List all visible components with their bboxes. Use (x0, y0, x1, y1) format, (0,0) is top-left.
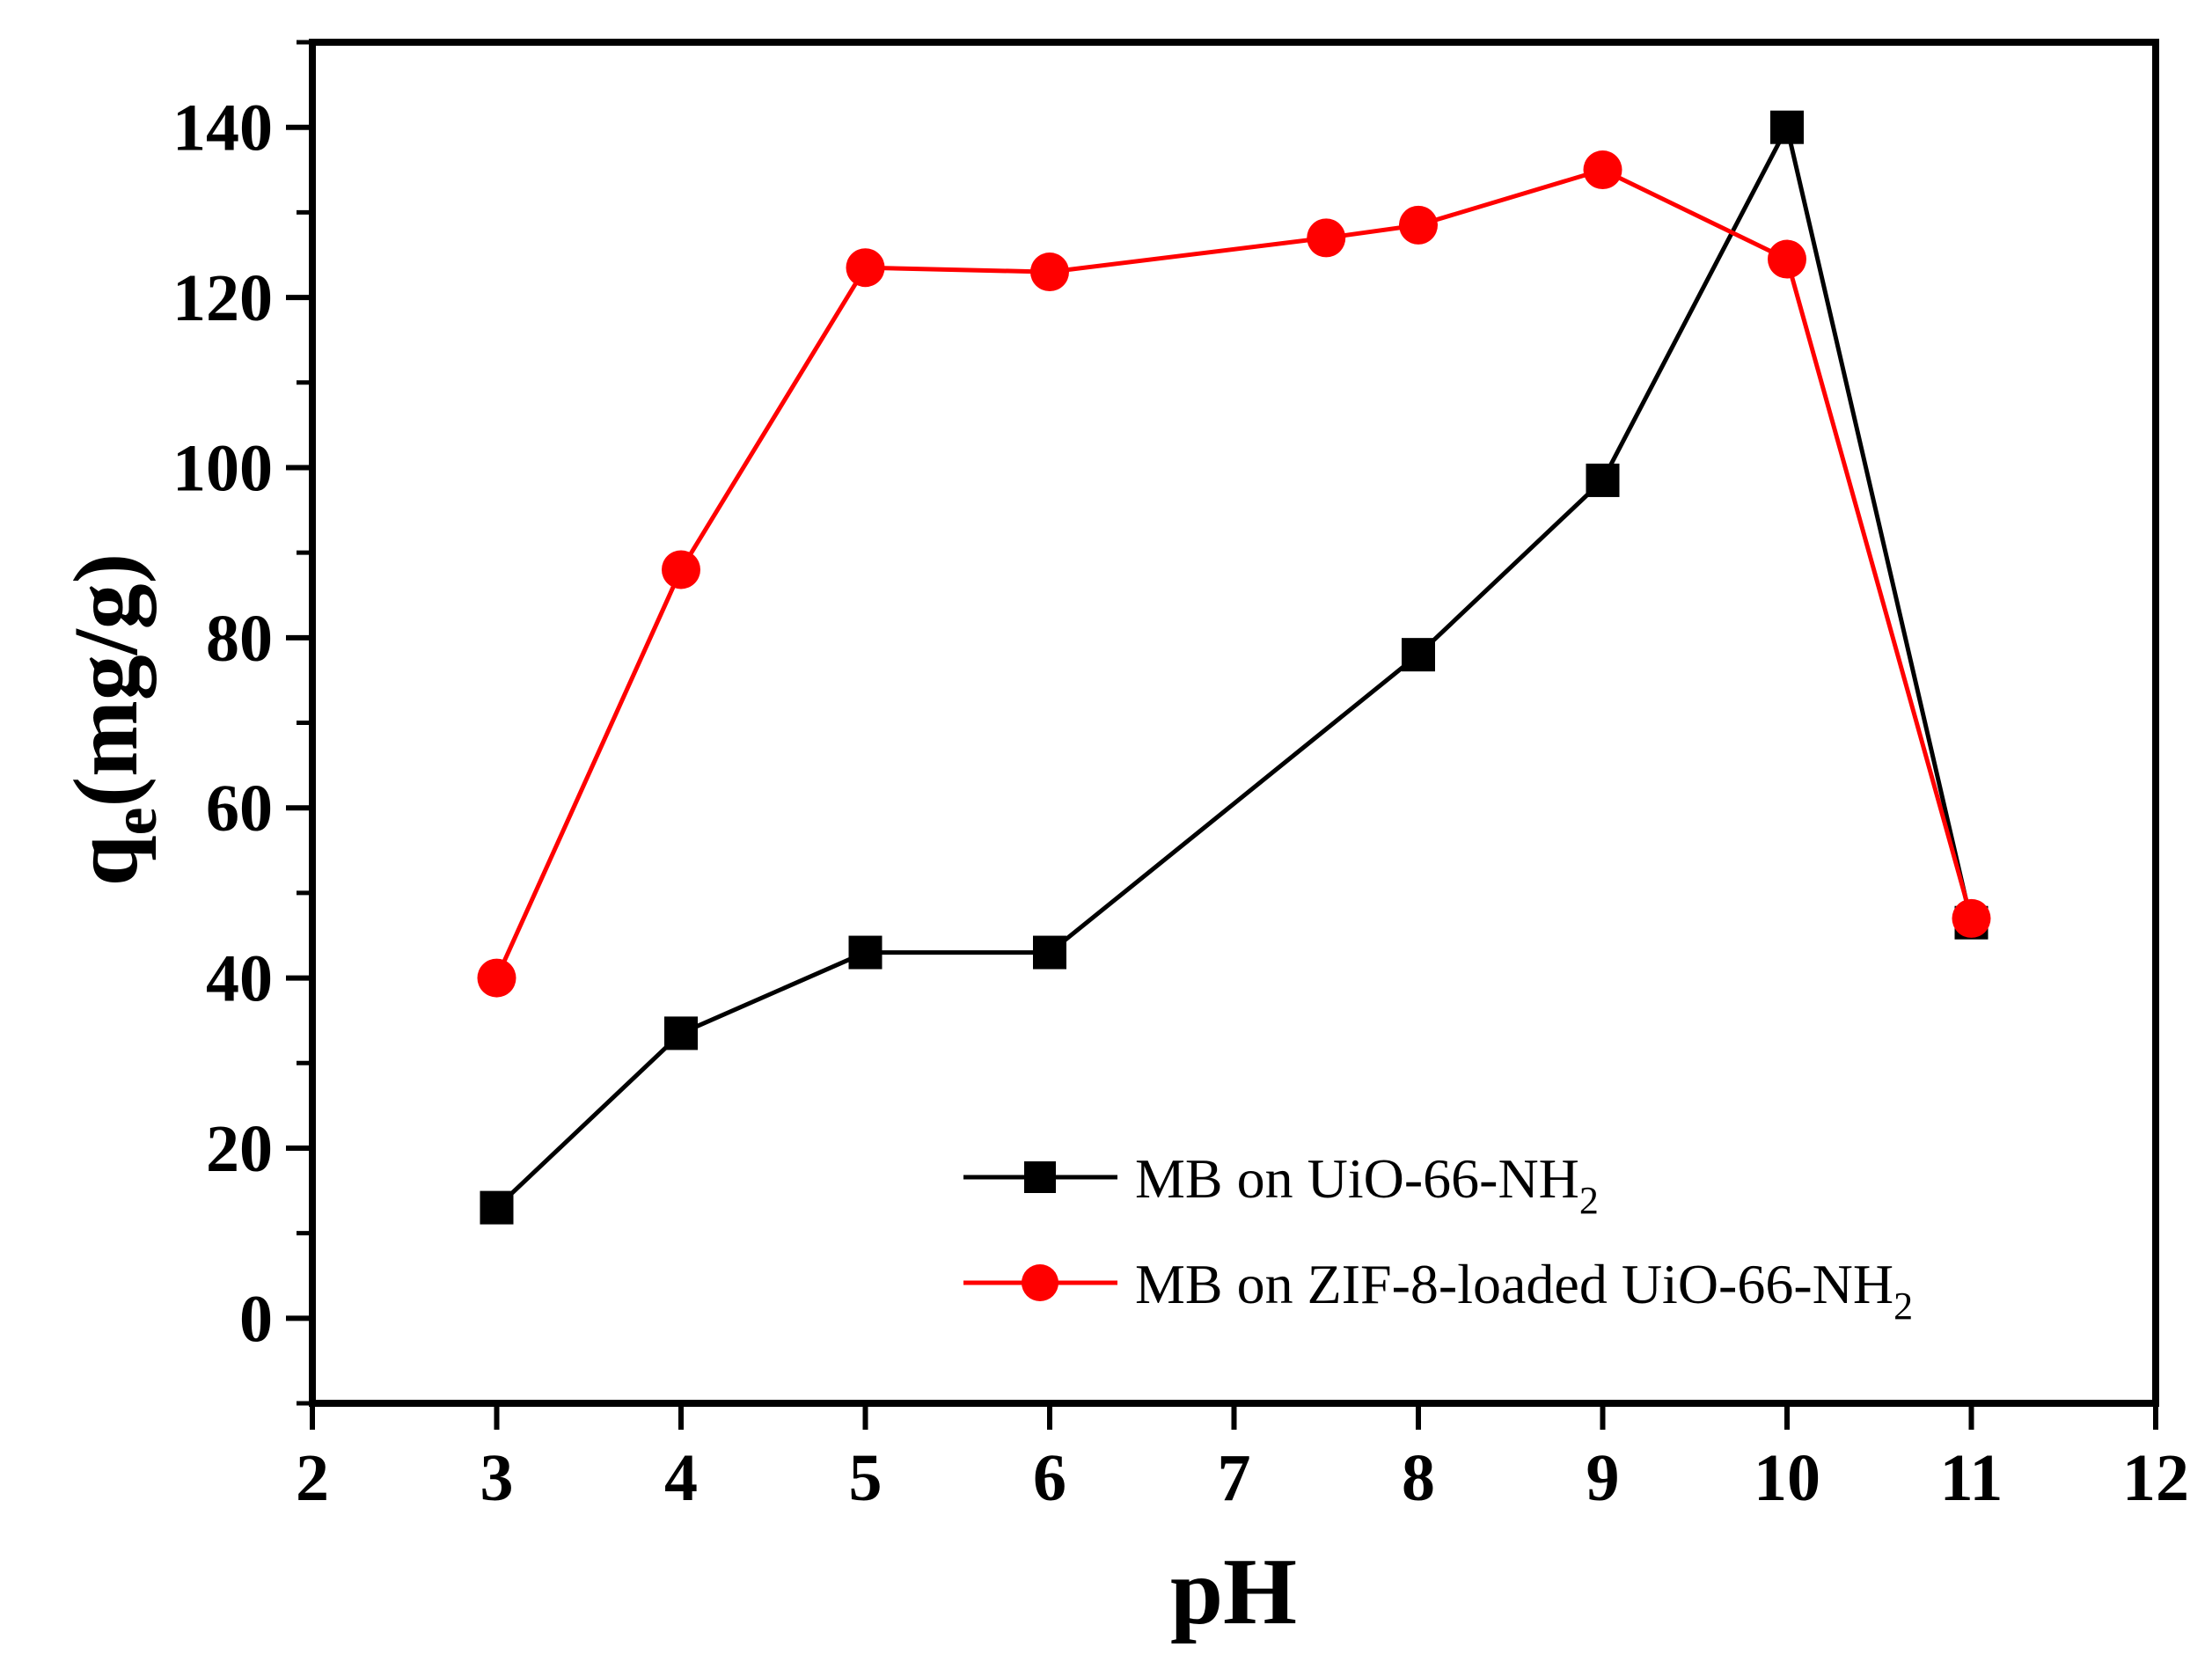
legend-marker-series-1 (1024, 1161, 1056, 1193)
y-axis-title-units: (mg/g) (55, 553, 157, 808)
legend-label-series-1-main: MB on UiO-66-NH (1135, 1147, 1579, 1210)
x-tick-label: 4 (664, 1441, 698, 1515)
y-tick-label: 120 (172, 261, 273, 335)
series-1-point (1402, 638, 1435, 672)
series-2-point (1030, 253, 1069, 292)
series-markers (477, 110, 1991, 1225)
series-2-point (1307, 218, 1346, 258)
x-tick-label: 8 (1402, 1441, 1435, 1515)
legend-label-series-1-subscript: 2 (1579, 1179, 1599, 1222)
series-1-point (664, 1016, 698, 1050)
y-tick-label: 40 (206, 942, 273, 1016)
legend: MB on UiO-66-NH2 MB on ZIF-8-loaded UiO-… (963, 1147, 1913, 1328)
x-axis-title: pH (1170, 1540, 1297, 1644)
x-tick-label: 9 (1586, 1441, 1620, 1515)
x-tick-label: 5 (849, 1441, 883, 1515)
series-2-point (1952, 898, 1991, 938)
series-1-point (480, 1190, 514, 1225)
legend-label-series-2-main: MB on ZIF-8-loaded UiO-66-NH (1135, 1253, 1893, 1315)
x-tick-label: 7 (1218, 1441, 1251, 1515)
x-tick-labels: 2 3 4 5 6 7 8 9 10 11 12 (296, 1441, 2189, 1515)
series-1-point (1770, 110, 1804, 144)
series-2-point (1768, 239, 1806, 279)
y-axis-title-main: q (55, 835, 157, 886)
series-2-point (1399, 205, 1438, 245)
y-tick-label: 20 (206, 1112, 273, 1186)
legend-marker-series-2 (1022, 1264, 1058, 1301)
y-axis-title: qe(mg/g) (55, 553, 170, 887)
legend-label-series-2-subscript: 2 (1893, 1285, 1913, 1328)
legend-label-series-1: MB on UiO-66-NH2 (1135, 1147, 1599, 1222)
x-tick-label: 2 (296, 1441, 329, 1515)
x-tick-label: 11 (1940, 1441, 2003, 1515)
legend-label-series-2: MB on ZIF-8-loaded UiO-66-NH2 (1135, 1253, 1913, 1328)
series-1-point (1586, 463, 1620, 497)
x-tick-label: 10 (1754, 1441, 1820, 1515)
y-tick-label: 60 (206, 772, 273, 845)
series-2-point (846, 248, 885, 288)
y-tick-label: 0 (239, 1282, 273, 1356)
plot-frame (309, 39, 2159, 1407)
series-1-point (848, 935, 883, 970)
x-tick-label: 3 (480, 1441, 514, 1515)
y-tick-labels: 0 20 40 60 80 100 120 140 (172, 92, 273, 1357)
series-1-line (494, 125, 1974, 1210)
series-1-point (1033, 935, 1066, 970)
x-tick-label: 6 (1033, 1441, 1066, 1515)
y-tick-label: 100 (172, 431, 273, 505)
y-tick-label: 140 (172, 92, 273, 165)
y-minor-ticks (297, 40, 312, 1406)
axis-ticks (286, 124, 2158, 1430)
y-axis-title-subscript: e (99, 807, 170, 835)
x-tick-label: 12 (2122, 1441, 2189, 1515)
series-2-point (662, 550, 700, 589)
series-2-point (1583, 150, 1622, 190)
y-tick-label: 80 (206, 602, 273, 676)
series-2-point (477, 958, 516, 998)
